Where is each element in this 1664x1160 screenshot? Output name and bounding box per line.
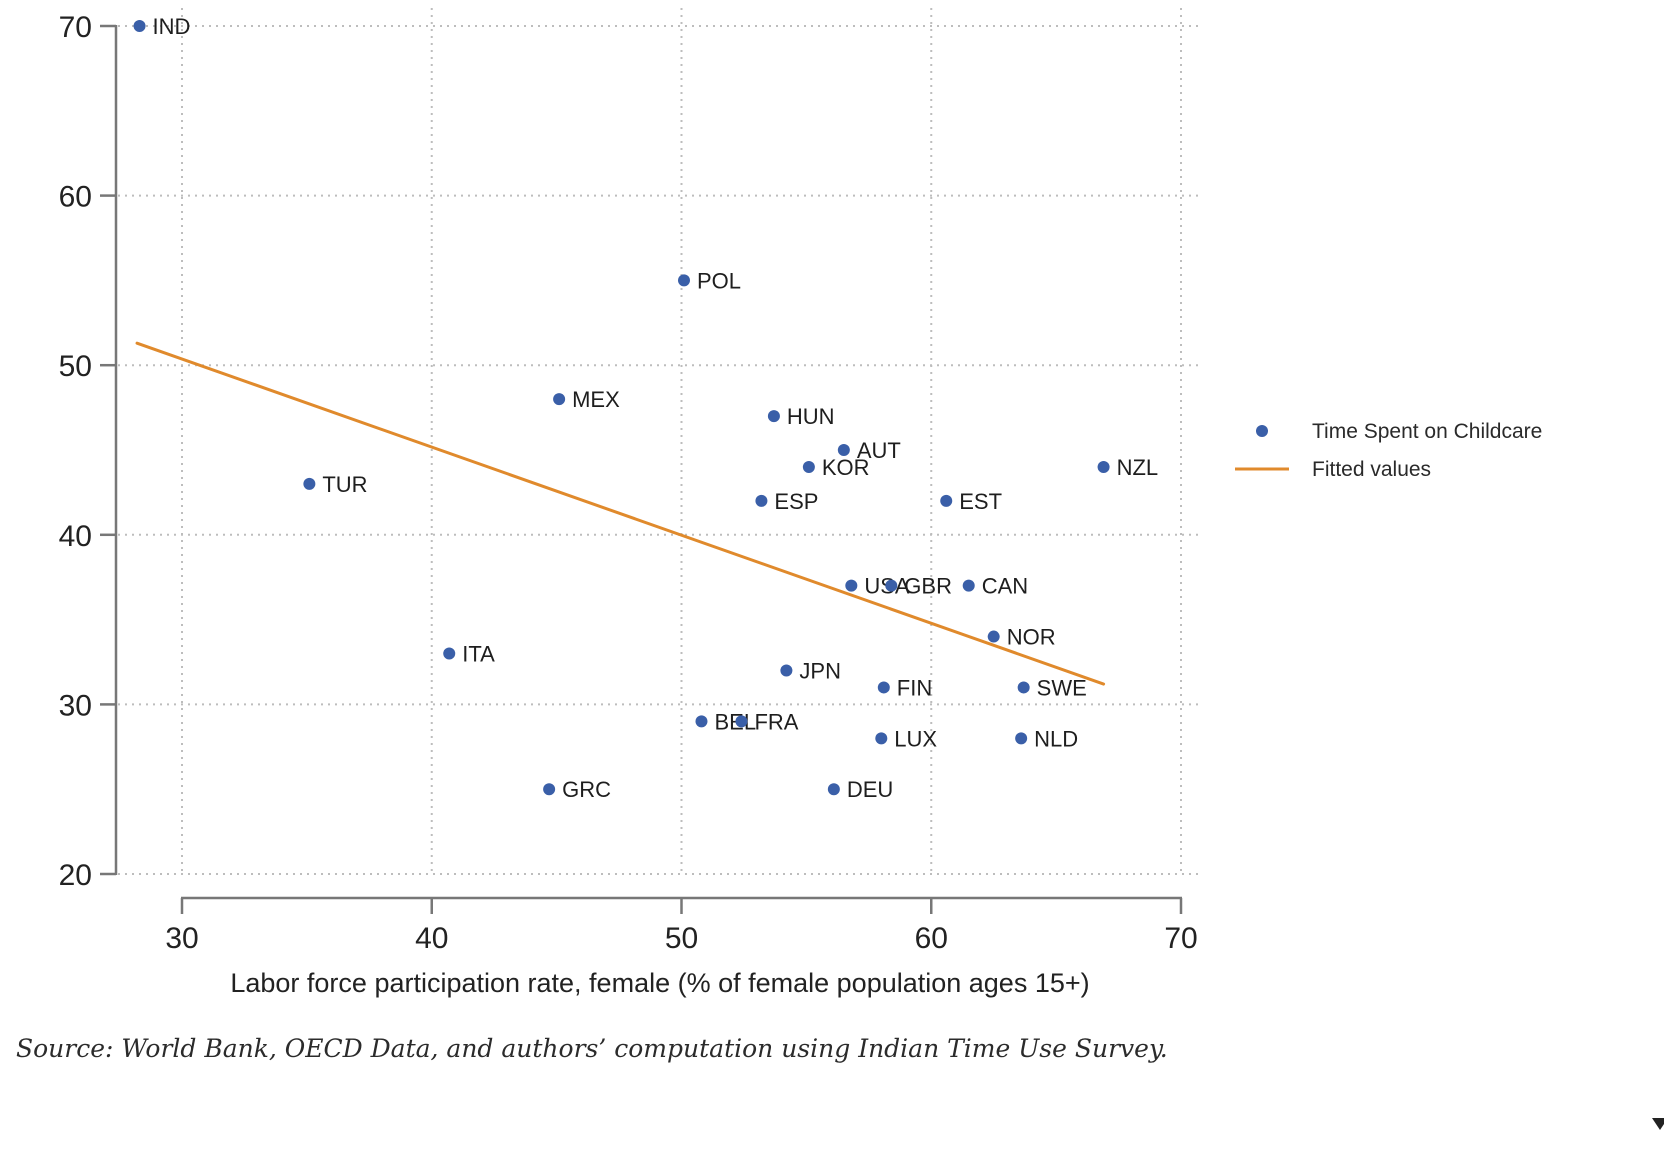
point-kor	[802, 460, 815, 473]
point-nld	[1015, 732, 1028, 745]
point-label-ind: IND	[153, 14, 191, 39]
point-swe	[1017, 681, 1030, 694]
point-esp	[755, 494, 768, 507]
point-label-lux: LUX	[894, 726, 937, 751]
points-group: INDPOLMEXHUNAUTKORNZLTURESPESTUSAGBRCANN…	[133, 14, 1159, 802]
point-hun	[767, 410, 780, 423]
point-label-swe: SWE	[1037, 675, 1087, 700]
point-lux	[875, 732, 888, 745]
point-label-kor: KOR	[822, 455, 870, 480]
point-label-can: CAN	[982, 574, 1028, 599]
point-label-hun: HUN	[787, 404, 835, 429]
point-label-grc: GRC	[562, 777, 611, 802]
point-deu	[827, 783, 840, 796]
y-tick-label: 20	[59, 859, 92, 892]
y-tick-label: 50	[59, 350, 92, 383]
point-label-bel: BEL	[714, 709, 756, 734]
point-bel	[695, 715, 708, 728]
point-nor	[987, 630, 1000, 643]
point-ind	[133, 20, 146, 32]
x-tick-label: 60	[915, 922, 948, 955]
point-label-nld: NLD	[1034, 726, 1078, 751]
point-tur	[303, 477, 316, 490]
point-label-fra: FRA	[754, 709, 798, 734]
axes: 20 30 40 50 60 70 30 40 50 60 70	[59, 11, 1198, 955]
point-fin	[877, 681, 890, 694]
point-pol	[677, 274, 690, 287]
y-tick-label: 70	[59, 11, 92, 44]
point-est	[940, 494, 953, 507]
point-label-aut: AUT	[857, 438, 901, 463]
legend-marker-childcare	[1256, 425, 1268, 437]
x-tick-label: 70	[1164, 922, 1197, 955]
legend-label-childcare: Time Spent on Childcare	[1312, 420, 1542, 443]
point-label-deu: DEU	[847, 777, 893, 802]
point-fra	[735, 715, 748, 728]
point-ita	[443, 647, 456, 660]
y-tick-label: 40	[59, 520, 92, 553]
x-axis-label: Labor force participation rate, female (…	[230, 968, 1089, 998]
point-usa	[845, 579, 858, 592]
point-can	[962, 579, 975, 592]
fitted-line	[135, 341, 1106, 686]
point-label-fin: FIN	[897, 675, 932, 700]
legend: Time Spent on Childcare Fitted values	[1235, 420, 1542, 481]
corner-arrow-icon	[1652, 1118, 1664, 1130]
x-tick-label: 40	[415, 922, 448, 955]
point-label-gbr: GBR	[904, 574, 952, 599]
point-label-ita: ITA	[462, 642, 495, 667]
y-tick-label: 60	[59, 181, 92, 214]
point-grc	[543, 783, 556, 796]
point-label-nzl: NZL	[1117, 455, 1159, 480]
x-tick-label: 30	[165, 922, 198, 955]
fitted-line-group	[135, 341, 1106, 686]
point-nzl	[1097, 460, 1110, 473]
point-label-jpn: JPN	[799, 658, 841, 683]
point-gbr	[885, 579, 898, 592]
point-label-nor: NOR	[1007, 625, 1056, 650]
point-mex	[553, 393, 566, 406]
point-aut	[837, 444, 850, 456]
point-label-mex: MEX	[572, 387, 620, 412]
legend-label-fitted: Fitted values	[1312, 458, 1431, 481]
source-caption: Source: World Bank, OECD Data, and autho…	[16, 1034, 1168, 1063]
x-tick-label: 50	[665, 922, 698, 955]
y-tick-label: 30	[59, 689, 92, 722]
grid	[118, 8, 1202, 875]
point-label-tur: TUR	[322, 472, 367, 497]
point-label-esp: ESP	[774, 489, 818, 514]
point-label-pol: POL	[697, 268, 741, 293]
point-jpn	[780, 664, 793, 677]
point-label-est: EST	[959, 489, 1002, 514]
